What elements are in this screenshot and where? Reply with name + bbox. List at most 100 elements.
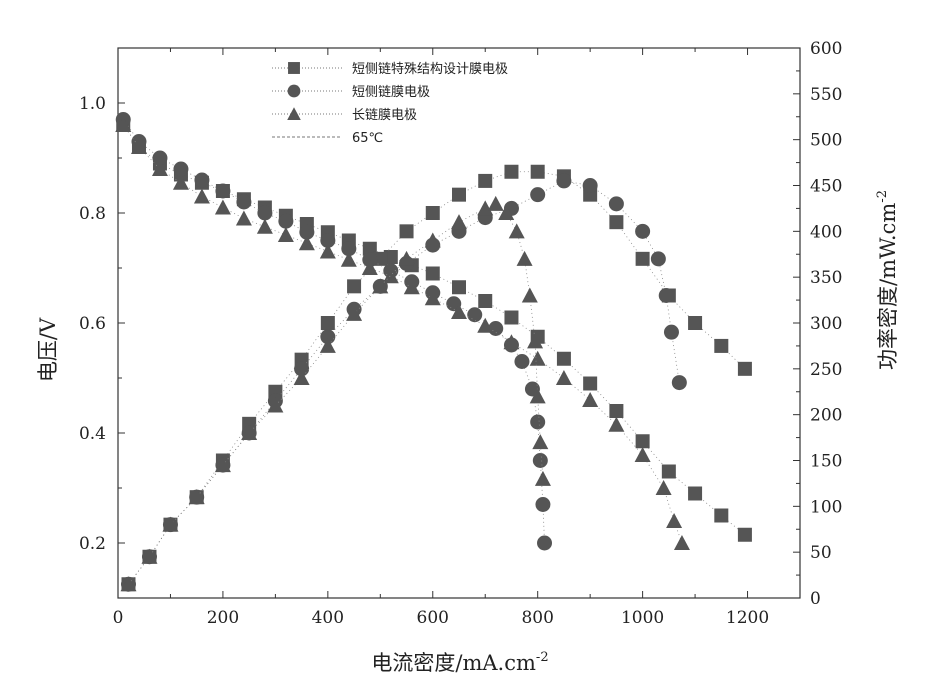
- data-point-circle: [278, 213, 294, 229]
- data-point-triangle: [214, 199, 231, 215]
- y-right-tick-label: 350: [810, 268, 842, 288]
- data-point-square: [452, 280, 466, 295]
- axes-group: 0 200 400 600 800 1000 1200 0.2 0.4 0.6 0.8 1.0 0 50 1…: [79, 39, 843, 628]
- data-point-square: [583, 376, 598, 391]
- y-right-tick-label: 500: [810, 131, 842, 151]
- data-point-triangle: [256, 218, 273, 234]
- x-tick-label: 1000: [621, 608, 664, 628]
- data-point-circle: [341, 241, 357, 257]
- legend-marker-circle: [287, 84, 301, 98]
- data-point-triangle: [361, 260, 378, 275]
- data-point-triangle: [582, 392, 599, 407]
- data-point-circle: [299, 224, 315, 240]
- data-point-triangle: [151, 161, 168, 176]
- data-point-triangle: [319, 337, 336, 353]
- data-point-triangle: [655, 480, 672, 495]
- legend-item: 短侧链膜电极: [272, 84, 430, 100]
- data-point-circle: [467, 307, 483, 323]
- data-point-square: [714, 508, 729, 523]
- y-axis-left-title: 电压/V: [36, 317, 60, 382]
- data-point-square: [609, 404, 624, 418]
- legend-label: 短侧链膜电极: [352, 85, 430, 100]
- x-axis-title-sup: -2: [536, 650, 549, 665]
- y-left-tick-label: 0.6: [79, 314, 106, 334]
- data-point-circle: [257, 205, 273, 221]
- y-right-tick-label: 600: [810, 39, 842, 59]
- x-tick-label: 1200: [726, 608, 769, 628]
- series-line: [128, 203, 544, 585]
- data-point-triangle: [214, 457, 231, 473]
- data-point-triangle: [477, 317, 494, 333]
- data-point-circle: [152, 150, 168, 166]
- data-point-triangle: [634, 447, 651, 462]
- marks-group: [115, 112, 752, 592]
- data-point-circle: [320, 233, 336, 248]
- data-point-triangle: [477, 200, 494, 216]
- data-point-triangle: [162, 516, 179, 532]
- data-point-circle: [658, 288, 674, 303]
- y-right-tick-label: 200: [810, 406, 842, 426]
- legend-marker-square: [288, 62, 300, 74]
- y-axis-right-title-main: 功率密度/mW.cm: [876, 203, 900, 370]
- data-point-square: [425, 266, 440, 281]
- data-point-circle: [608, 196, 624, 212]
- data-point-circle: [530, 187, 546, 203]
- data-point-circle: [236, 194, 252, 210]
- series-line: [128, 171, 746, 585]
- y-right-tick-label: 250: [810, 360, 842, 380]
- data-point-square: [714, 338, 729, 353]
- x-axis-title-main: 电流密度/mA.cm: [371, 651, 536, 675]
- legend-label: 65℃: [352, 131, 383, 146]
- data-point-triangle: [498, 205, 515, 220]
- data-point-triangle: [235, 210, 252, 226]
- data-point-triangle: [534, 470, 551, 486]
- y-axis-right-title: 功率密度/mW.cm-2: [875, 190, 900, 370]
- series-0-voltage: [116, 118, 752, 542]
- data-point-square: [347, 279, 362, 294]
- data-point-triangle: [666, 513, 683, 528]
- data-point-square: [556, 351, 571, 366]
- data-point-triangle: [403, 279, 420, 295]
- data-point-triangle: [398, 250, 415, 266]
- data-point-square: [635, 434, 650, 449]
- data-point-triangle: [555, 370, 572, 385]
- y-right-tick-label: 50: [810, 543, 832, 563]
- data-point-triangle: [293, 370, 310, 385]
- data-point-triangle: [172, 174, 189, 190]
- data-point-circle: [635, 223, 651, 239]
- data-point-triangle: [346, 305, 363, 321]
- legend-item: 短侧链特殊结构设计膜电极: [272, 62, 508, 77]
- data-point-square: [737, 527, 752, 542]
- data-point-circle: [671, 375, 687, 391]
- data-point-square: [425, 206, 440, 220]
- data-point-triangle: [529, 388, 546, 404]
- data-point-triangle: [188, 489, 205, 505]
- data-point-triangle: [372, 278, 389, 294]
- data-point-square: [635, 251, 650, 266]
- data-point-triangle: [141, 548, 158, 564]
- data-point-square: [688, 486, 703, 501]
- data-point-triangle: [451, 214, 467, 230]
- data-point-triangle: [516, 250, 533, 266]
- data-point-triangle: [532, 434, 549, 450]
- data-point-square: [504, 310, 519, 325]
- data-point-triangle: [521, 287, 538, 303]
- x-axis-title: 电流密度/mA.cm-2: [371, 650, 548, 675]
- data-point-triangle: [120, 576, 137, 592]
- data-point-circle: [320, 329, 336, 345]
- data-point-circle: [530, 414, 546, 430]
- y-left-tick-label: 1.0: [79, 94, 106, 114]
- y-left-tick-label: 0.2: [79, 534, 106, 554]
- legend-marker-triangle: [287, 107, 301, 120]
- y-right-tick-label: 400: [810, 222, 842, 242]
- data-point-circle: [173, 161, 189, 177]
- legend-label: 短侧链特殊结构设计膜电极: [352, 62, 508, 77]
- data-point-square: [478, 294, 493, 308]
- data-point-square: [478, 173, 493, 188]
- data-point-triangle: [451, 304, 467, 319]
- data-point-square: [530, 164, 545, 179]
- y-right-tick-label: 450: [810, 177, 842, 197]
- y-left-tick-label: 0.8: [79, 204, 106, 224]
- y-left-tick-label: 0.4: [79, 424, 106, 444]
